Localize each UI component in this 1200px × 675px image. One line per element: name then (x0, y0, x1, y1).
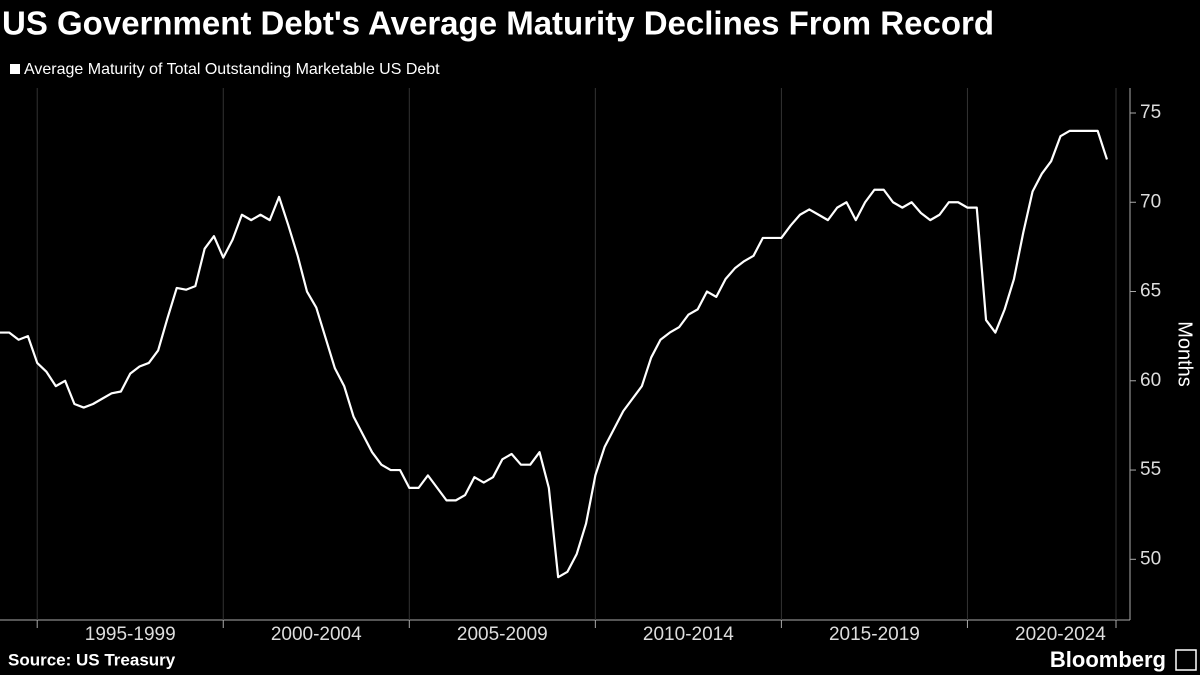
y-tick-label: 75 (1140, 102, 1161, 123)
y-axis-label: Months (1174, 321, 1196, 387)
y-tick-label: 70 (1140, 191, 1161, 212)
legend-label: Average Maturity of Total Outstanding Ma… (24, 61, 440, 78)
x-tick-label: 1995-1999 (85, 624, 176, 645)
y-tick-label: 65 (1140, 281, 1161, 302)
line-series (0, 129, 1109, 579)
x-tick-label: 2020-2024 (1015, 624, 1106, 645)
y-tick-label: 60 (1140, 370, 1161, 391)
brand-icon (1175, 649, 1197, 671)
x-tick-label: 2010-2014 (643, 624, 734, 645)
legend-swatch (10, 64, 20, 74)
x-tick-label: 2005-2009 (457, 624, 548, 645)
source: Source: US Treasury (8, 650, 176, 669)
y-tick-label: 55 (1140, 459, 1161, 480)
x-tick-label: 2000-2004 (271, 624, 362, 645)
brand: Bloomberg (1050, 647, 1166, 672)
chart-title: US Government Debt's Average Maturity De… (2, 5, 994, 42)
y-tick-label: 50 (1140, 548, 1161, 569)
x-tick-label: 2015-2019 (829, 624, 920, 645)
